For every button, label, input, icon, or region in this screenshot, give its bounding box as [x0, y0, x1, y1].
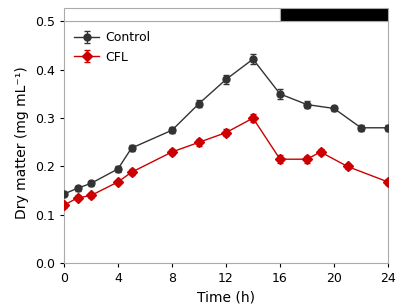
X-axis label: Time (h): Time (h) [197, 291, 255, 305]
Y-axis label: Dry matter (mg mL⁻¹): Dry matter (mg mL⁻¹) [16, 66, 30, 219]
Legend: Control, CFL: Control, CFL [70, 28, 154, 67]
